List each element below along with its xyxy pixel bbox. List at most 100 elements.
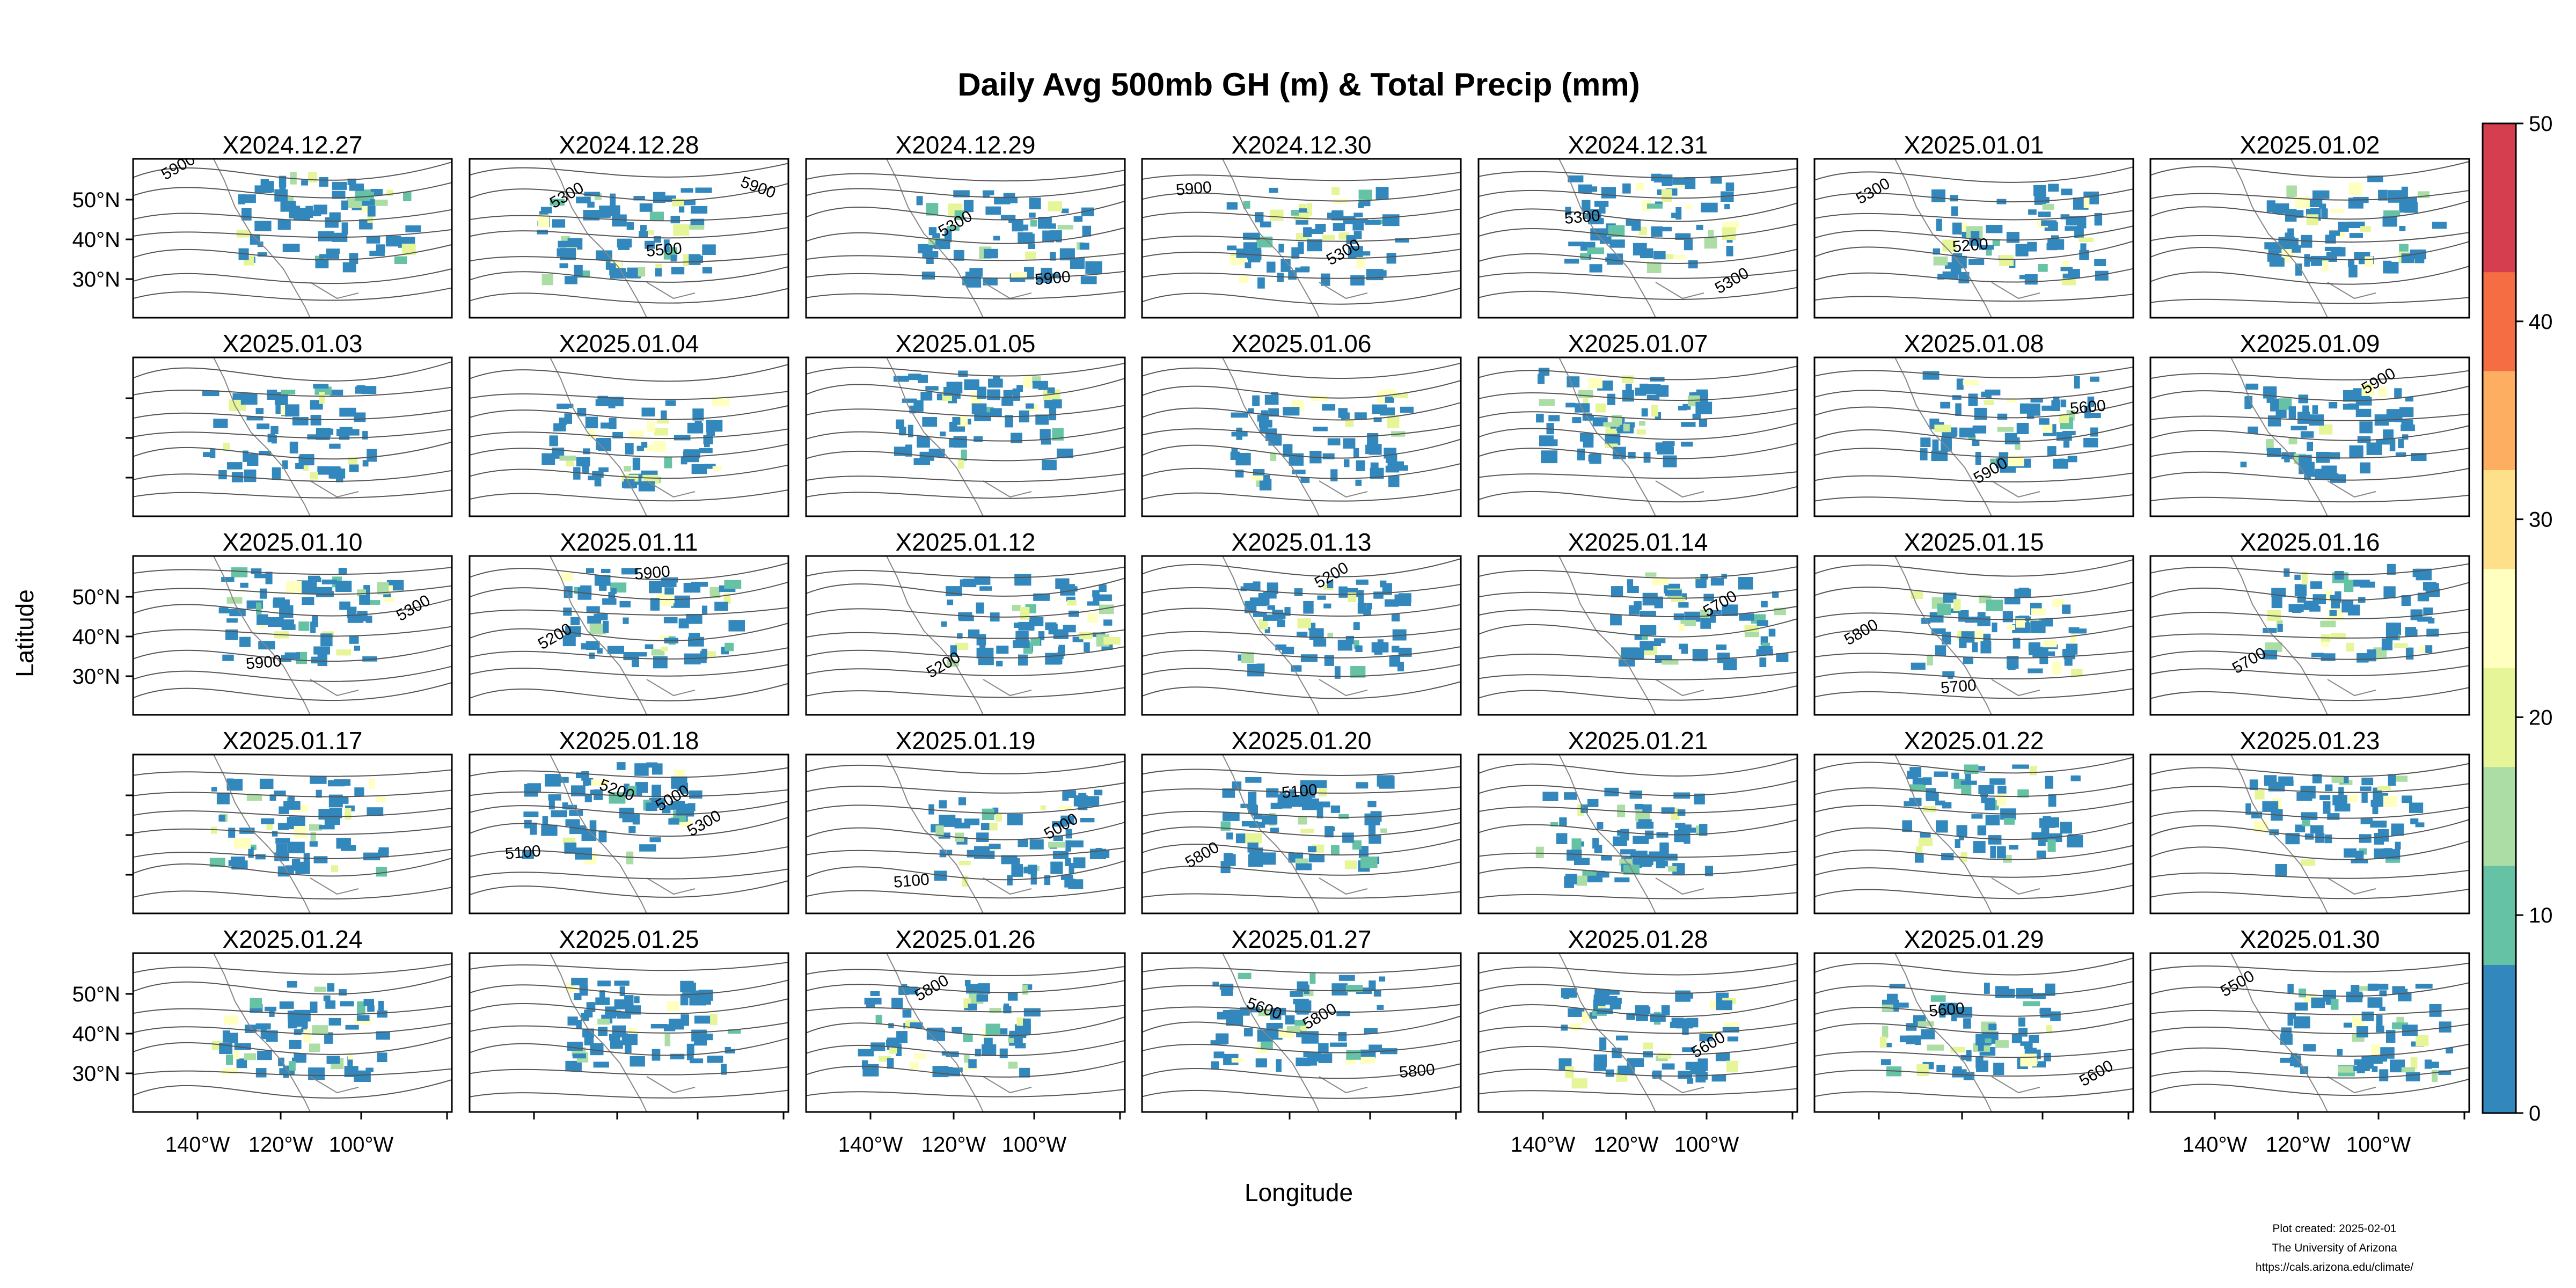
panel-date-label: X2024.12.31 — [1568, 131, 1708, 159]
lon-tick-label: 120°W — [248, 1133, 313, 1157]
contour-label: 5100 — [504, 842, 541, 863]
panel-frame — [1141, 158, 1462, 319]
contour-label: 5800 — [1399, 1060, 1436, 1081]
gh-contours — [806, 965, 1125, 1097]
gh-contours — [133, 361, 452, 499]
lat-tick-label: 30°N — [72, 665, 120, 689]
lon-tick-label: 120°W — [2266, 1133, 2331, 1157]
precip-field — [2280, 983, 2453, 1082]
panel-frame — [2149, 555, 2470, 716]
panel-frame — [1813, 952, 2134, 1113]
map-panel: X2025.01.03 — [126, 330, 453, 517]
panel-frame — [1477, 555, 1798, 716]
coastline — [1894, 953, 2040, 1112]
panel-frame — [132, 555, 453, 716]
panel-date-label: X2025.01.28 — [1568, 925, 1708, 953]
precip-field — [1226, 187, 1409, 289]
coastline — [2230, 755, 2376, 913]
panel-date-label: X2025.01.03 — [223, 330, 363, 357]
footer: Plot created: 2025-02-01 The University … — [2256, 1223, 2413, 1274]
gh-contours — [1814, 166, 2133, 302]
panel-date-label: X2025.01.22 — [1904, 727, 2044, 755]
panel-date-label: X2025.01.30 — [2240, 925, 2380, 953]
panel-frame — [469, 555, 789, 716]
colorbar-tick-label: 30 — [2529, 508, 2553, 532]
figure-title: Daily Avg 500mb GH (m) & Total Precip (m… — [957, 67, 1640, 103]
gh-contours — [806, 362, 1125, 499]
colorbar-swatch — [2483, 866, 2516, 916]
precip-field — [236, 172, 421, 273]
gh-contours — [1142, 362, 1461, 502]
panel-frame — [2149, 952, 2470, 1113]
contour-label: 5300 — [1564, 207, 1601, 228]
lon-tick-label: 140°W — [838, 1133, 903, 1157]
gh-contours — [1142, 765, 1461, 899]
lat-tick-label: 40°N — [72, 625, 120, 649]
gh-contours — [133, 567, 452, 701]
lon-tick-label: 120°W — [921, 1133, 986, 1157]
coastline — [1558, 357, 1704, 516]
contour-label: 5500 — [646, 239, 683, 260]
coastline — [550, 556, 696, 715]
gh-contours — [133, 161, 452, 301]
lat-tick-label: 40°N — [72, 228, 120, 252]
panel-date-label: X2025.01.16 — [2240, 528, 2380, 556]
panel-frame — [1813, 753, 2134, 914]
lon-tick-label: 120°W — [1594, 1133, 1659, 1157]
colorbar: 0 10 20 30 40 50 — [2482, 112, 2553, 1125]
gh-contours — [2150, 563, 2469, 701]
coastline — [886, 755, 1032, 913]
panel-frame — [132, 952, 453, 1113]
coastline — [550, 159, 696, 318]
coastline — [213, 159, 359, 318]
coastline — [1894, 755, 2040, 913]
contour-label: 5600 — [2069, 397, 2106, 418]
precip-field — [1535, 787, 1713, 888]
contour-label: 5900 — [245, 652, 282, 673]
map-panel: X2025.01.06 — [1141, 330, 1462, 517]
panel-frame — [1477, 952, 1798, 1113]
colorbar-swatch — [2483, 173, 2516, 223]
footer-institution: The University of Arizona — [2272, 1242, 2397, 1254]
panel-date-label: X2025.01.18 — [559, 727, 699, 755]
colorbar-swatch — [2483, 1063, 2516, 1114]
lon-tick-label: 100°W — [2346, 1133, 2411, 1157]
lon-tick-label: 100°W — [329, 1133, 394, 1157]
gh-contours — [1479, 963, 1797, 1096]
colorbar-tick-label: 40 — [2529, 310, 2553, 334]
panel-date-label: X2025.01.13 — [1232, 528, 1372, 556]
map-panel: X2025.01.25 — [469, 925, 789, 1119]
panel-date-label: X2025.01.15 — [1904, 528, 2044, 556]
panel-frame — [469, 158, 789, 319]
precip-field — [916, 190, 1102, 288]
panel-frame — [132, 753, 453, 914]
colorbar-tick-label: 10 — [2529, 904, 2553, 927]
colorbar-swatch — [2483, 915, 2516, 965]
lat-tick-label: 30°N — [72, 1062, 120, 1086]
panel-frame — [469, 952, 789, 1113]
lon-tick-label: 100°W — [1674, 1133, 1739, 1157]
map-panel: X2025.01.24 50°N 40°N 30°N 140°W 120°W 100°W — [72, 925, 453, 1157]
gh-contours — [1814, 366, 2133, 503]
colorbar-swatch — [2483, 668, 2516, 718]
gh-contours — [1142, 558, 1461, 699]
colorbar-swatch — [2483, 420, 2516, 470]
panel-date-label: X2025.01.08 — [1904, 330, 2044, 357]
panel-grid: X2024.12.27590050°N40°N30°NX2024.12.2853… — [72, 131, 2470, 1157]
coastline — [213, 357, 359, 516]
panel-frame — [805, 952, 1126, 1113]
coastline — [1222, 357, 1368, 516]
gh-contours — [2150, 160, 2469, 304]
map-panel: X2025.01.17 — [126, 727, 453, 914]
colorbar-tick-label: 20 — [2529, 706, 2553, 729]
